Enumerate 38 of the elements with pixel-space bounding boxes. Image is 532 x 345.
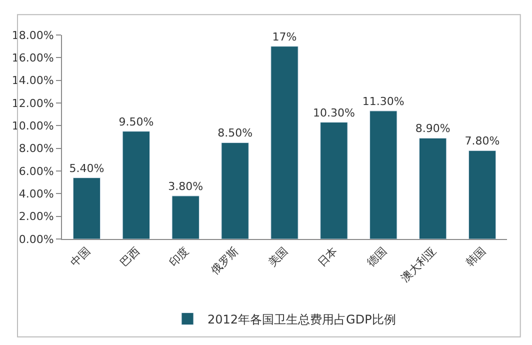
bar <box>320 122 348 239</box>
y-tick-label: 0.00% <box>18 232 54 246</box>
y-tick-label: 2.00% <box>18 210 54 224</box>
bar <box>172 196 200 239</box>
data-label: 11.30% <box>362 94 404 108</box>
y-tick-label: 10.00% <box>12 120 54 133</box>
data-label: 8.50% <box>218 126 253 140</box>
y-tick-label: 16.00% <box>12 52 54 65</box>
x-tick-label: 中国 <box>68 244 93 270</box>
x-tick-label: 俄罗斯 <box>208 244 242 278</box>
bar <box>122 131 150 239</box>
x-tick-label: 印度 <box>166 244 192 270</box>
data-label: 7.80% <box>464 134 500 148</box>
data-label: 10.30% <box>312 106 355 120</box>
data-label: 3.80% <box>168 180 204 193</box>
bar <box>418 138 447 239</box>
bar <box>370 110 398 239</box>
data-label: 17% <box>272 30 297 44</box>
y-tick-label: 12.00% <box>12 96 54 110</box>
y-tick-label: 4.00% <box>18 188 54 201</box>
y-tick-label: 14.00% <box>12 74 54 88</box>
data-label: 9.50% <box>118 115 154 128</box>
x-tick-label: 美国 <box>266 244 291 270</box>
y-tick-label: 18.00% <box>12 28 54 42</box>
bar <box>72 178 101 239</box>
x-tick-label: 巴西 <box>117 244 142 270</box>
y-tick-label: 8.00% <box>18 142 54 156</box>
x-tick-label: 德国 <box>364 244 390 270</box>
bar <box>270 46 298 239</box>
data-label: 8.90% <box>415 122 450 136</box>
data-label: 5.40% <box>69 162 104 175</box>
x-tick-label: 韩国 <box>464 244 488 270</box>
y-tick-label: 6.00% <box>18 164 54 178</box>
bar <box>221 142 249 239</box>
x-tick-label: 日本 <box>315 244 340 270</box>
bar <box>468 150 496 239</box>
x-tick-label: 澳大利亚 <box>398 244 439 285</box>
legend-label: 2012年各国卫生总费用占GDP比例 <box>208 312 396 326</box>
